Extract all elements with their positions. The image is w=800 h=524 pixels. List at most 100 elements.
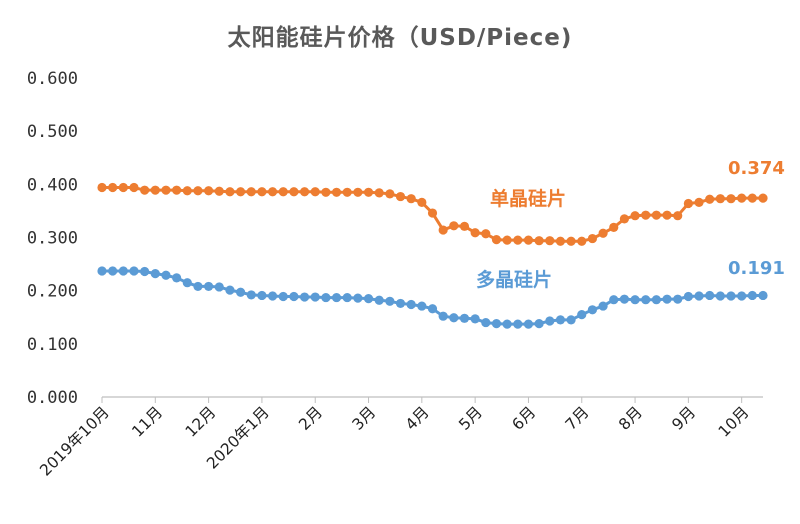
data-point (363, 187, 374, 197)
y-axis: 0.000 0.100 0.200 0.300 0.400 0.500 0.600 (27, 69, 78, 408)
data-point (129, 182, 139, 193)
data-point (172, 273, 182, 283)
data-point (417, 301, 427, 311)
x-tick-label: 11月 (128, 403, 166, 441)
data-point (246, 290, 256, 300)
data-point (235, 287, 246, 297)
x-tick-label: 3月 (349, 403, 380, 434)
chart-title: 太阳能硅片价格（USD/Piece) (227, 25, 573, 51)
data-point (683, 198, 693, 209)
data-point (406, 299, 416, 310)
data-point (140, 185, 150, 195)
data-point (267, 291, 278, 301)
series-name-label: 单晶硅片 (490, 187, 566, 210)
data-point (310, 187, 320, 197)
x-tick-label: 8月 (615, 403, 646, 434)
data-point (417, 197, 427, 208)
data-point (108, 182, 118, 193)
data-point (673, 294, 683, 304)
data-point (737, 291, 747, 301)
x-tick-label: 10月 (715, 403, 753, 441)
data-point (427, 208, 438, 218)
data-point (609, 295, 619, 305)
data-point (566, 315, 576, 325)
data-point (108, 266, 118, 276)
data-point (321, 292, 331, 303)
end-value-label: 0.191 (728, 258, 785, 279)
data-point (545, 316, 555, 326)
data-point (545, 236, 555, 246)
data-point (395, 298, 406, 309)
data-point (726, 194, 736, 204)
data-point (747, 193, 757, 203)
data-point (459, 221, 470, 231)
data-point (641, 295, 651, 305)
x-tick-label: 6月 (509, 403, 540, 434)
data-point (267, 187, 278, 197)
data-point (118, 266, 128, 276)
data-point (449, 221, 459, 231)
data-point (427, 304, 438, 314)
data-point (385, 296, 395, 306)
data-point (278, 187, 288, 197)
data-point (342, 187, 352, 197)
x-tick-label: 4月 (402, 403, 433, 434)
data-point (289, 291, 299, 302)
y-tick-label: 0.000 (27, 388, 78, 408)
data-point (161, 270, 171, 280)
data-point (172, 185, 182, 195)
data-point (374, 188, 384, 198)
data-point (235, 187, 246, 197)
data-point (182, 278, 192, 288)
data-point (353, 187, 363, 197)
data-point (609, 222, 619, 232)
data-point (673, 211, 683, 221)
data-point (502, 319, 512, 329)
data-point (225, 285, 235, 295)
data-point (246, 187, 256, 197)
data-point (619, 294, 630, 304)
data-point (651, 295, 661, 305)
data-point (491, 319, 502, 329)
data-point (459, 313, 470, 323)
y-tick-label: 0.200 (27, 282, 78, 302)
data-point (523, 319, 534, 329)
data-point (737, 193, 747, 203)
data-point (651, 210, 661, 220)
x-tick-label: 5月 (455, 403, 486, 434)
x-tick-label: 12月 (182, 403, 220, 441)
data-point (587, 305, 598, 315)
y-tick-label: 0.500 (27, 122, 78, 142)
data-point (662, 210, 672, 220)
data-point (705, 194, 715, 204)
data-point (204, 281, 214, 292)
x-tick-label: 2019年10月 (36, 403, 112, 479)
data-point (481, 317, 491, 328)
data-point (523, 235, 534, 245)
data-point (289, 187, 299, 197)
data-point (140, 266, 150, 277)
data-point (161, 185, 171, 195)
data-point (406, 194, 416, 204)
end-value-label: 0.374 (728, 158, 785, 179)
data-point (331, 187, 342, 197)
data-point (257, 290, 267, 301)
data-point (630, 295, 640, 305)
data-point (662, 294, 672, 304)
data-point (118, 182, 128, 193)
data-point (299, 187, 310, 197)
data-point (353, 293, 363, 303)
data-point (150, 269, 160, 279)
data-point (619, 214, 630, 224)
series-name-label: 多晶硅片 (476, 268, 552, 291)
data-point (204, 186, 214, 196)
data-point (193, 281, 203, 292)
data-point (758, 193, 768, 203)
data-point (310, 292, 320, 302)
x-tick-label: 9月 (669, 403, 700, 434)
x-tick-label: 2月 (295, 403, 326, 434)
data-point (321, 187, 331, 197)
data-point (438, 311, 448, 321)
y-tick-label: 0.600 (27, 69, 78, 89)
data-point (278, 291, 288, 302)
